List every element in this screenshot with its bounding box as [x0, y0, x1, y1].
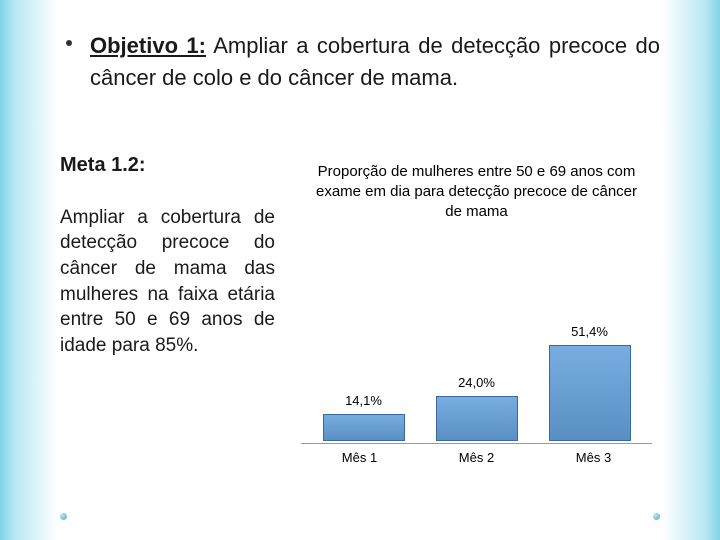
- objective-bold: Objetivo 1:: [90, 33, 206, 58]
- bar: [549, 345, 631, 440]
- x-axis-label: Mês 2: [427, 450, 527, 465]
- objective-text: Objetivo 1: Ampliar a cobertura de detec…: [60, 30, 660, 94]
- bar-value-label: 24,0%: [458, 375, 495, 390]
- bar-chart: Proporção de mulheres entre 50 e 69 anos…: [293, 154, 660, 469]
- x-axis-label: Mês 1: [310, 450, 410, 465]
- bar-group: 14,1%: [314, 393, 414, 440]
- bar-group: 51,4%: [540, 324, 640, 440]
- chart-title: Proporção de mulheres entre 50 e 69 anos…: [301, 162, 652, 223]
- bullet-icon: [66, 40, 72, 46]
- bar-value-label: 14,1%: [345, 393, 382, 408]
- meta-title: Meta 1.2:: [60, 154, 275, 177]
- chart-x-axis: Mês 1 Mês 2 Mês 3: [301, 443, 652, 465]
- x-axis-label: Mês 3: [544, 450, 644, 465]
- meta-body: Ampliar a cobertura de detecção precoce …: [60, 205, 275, 359]
- slide: Objetivo 1: Ampliar a cobertura de detec…: [0, 0, 720, 540]
- content-row: Meta 1.2: Ampliar a cobertura de detecçã…: [60, 154, 660, 469]
- chart-plot-area: 14,1% 24,0% 51,4%: [301, 241, 652, 441]
- decorative-dot-icon: [60, 513, 67, 520]
- bar: [436, 396, 518, 440]
- decorative-dot-icon: [653, 513, 660, 520]
- bar-value-label: 51,4%: [571, 324, 608, 339]
- left-column: Meta 1.2: Ampliar a cobertura de detecçã…: [60, 154, 275, 359]
- bar-group: 24,0%: [427, 375, 527, 440]
- bar: [323, 414, 405, 440]
